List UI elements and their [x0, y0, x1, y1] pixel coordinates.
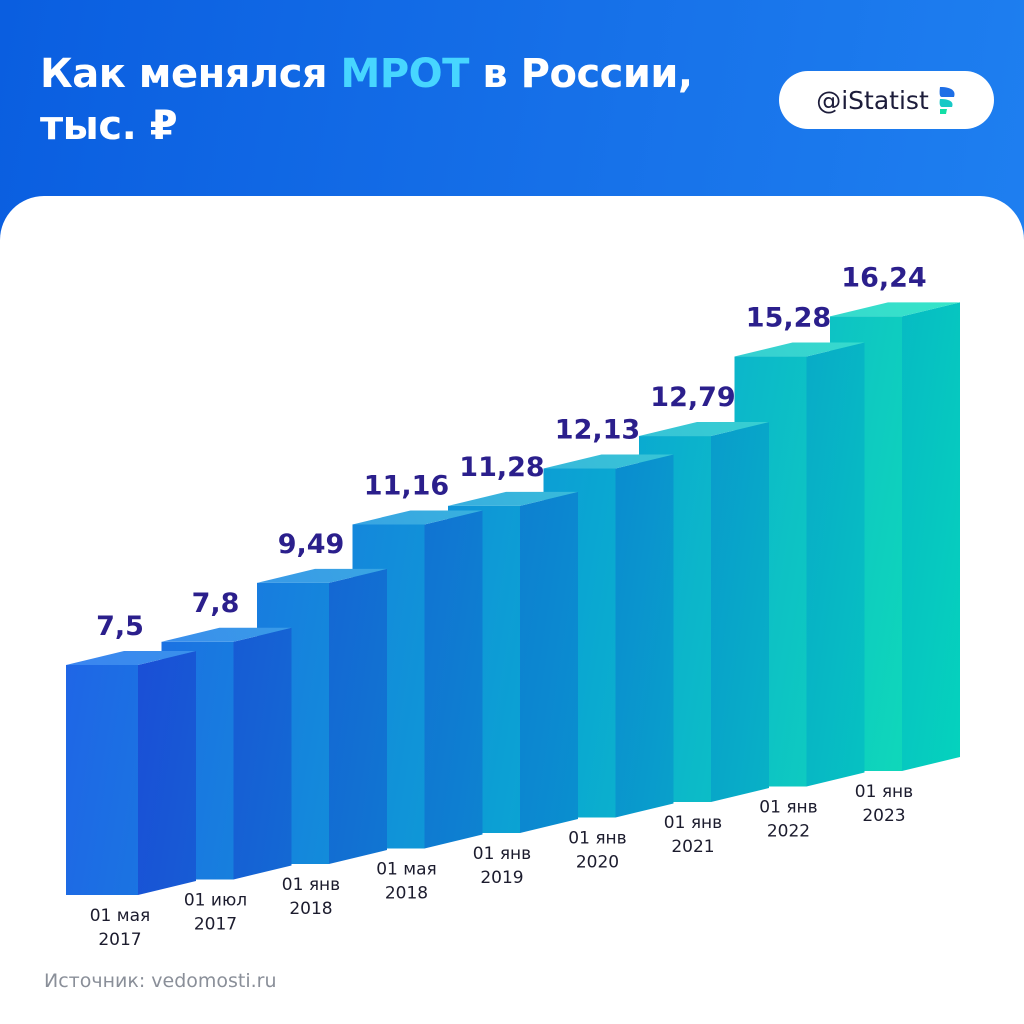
category-label: 01 мая [90, 906, 151, 926]
category-year: 2018 [385, 884, 428, 904]
category-year: 2018 [289, 899, 332, 919]
category-label: 01 янв [473, 844, 531, 864]
category-label: 01 янв [568, 829, 626, 849]
bar-top [161, 627, 292, 642]
bar-side [233, 627, 292, 880]
category-label: 01 июл [184, 891, 247, 911]
value-label: 16,24 [841, 262, 926, 293]
value-label: 12,13 [555, 415, 640, 446]
bar-top [448, 491, 578, 506]
bar-side [615, 454, 674, 818]
category-label: 01 янв [664, 813, 722, 833]
category-year: 2021 [671, 837, 714, 857]
bar-1 [66, 651, 196, 895]
category-year: 2020 [576, 853, 619, 873]
bar-side [806, 342, 865, 787]
bar-side [520, 491, 578, 833]
title-part2: в России, [482, 51, 693, 97]
value-label: 7,8 [192, 588, 240, 619]
chart-title: Как менялся МРОТ в России, тыс. ₽ [40, 48, 693, 152]
value-label: 11,16 [364, 470, 449, 501]
title-accent: МРОТ [340, 51, 470, 97]
bar-top [734, 342, 865, 357]
category-year: 2022 [767, 822, 810, 842]
brand-leaf-icon [939, 87, 955, 114]
category-label: 01 янв [759, 798, 817, 818]
bar-top [543, 454, 674, 469]
bar-top [66, 651, 196, 665]
value-label: 9,49 [278, 529, 345, 560]
bar-top [352, 510, 483, 525]
category-label: 01 янв [855, 782, 913, 802]
value-label: 15,28 [746, 303, 831, 334]
category-year: 2023 [862, 806, 905, 826]
bar-side [902, 302, 960, 771]
bar-front [66, 665, 138, 895]
source-note: Источник: vedomosti.ru [44, 970, 277, 992]
value-label: 11,28 [459, 452, 544, 483]
bar-side [138, 651, 196, 895]
bar-top [257, 568, 387, 583]
category-label: 01 янв [282, 875, 340, 895]
value-label: 12,79 [650, 382, 735, 413]
category-year: 2017 [98, 930, 141, 950]
bar-top [639, 422, 769, 437]
bar-top [830, 302, 960, 317]
title-part1: Как менялся [40, 51, 328, 97]
brand-badge[interactable]: @iStatist [779, 71, 994, 129]
category-year: 2019 [480, 868, 523, 888]
value-label: 7,5 [96, 611, 144, 642]
category-year: 2017 [194, 915, 237, 935]
title-line2: тыс. ₽ [40, 103, 178, 149]
bar-side [329, 568, 387, 864]
category-label: 01 мая [376, 860, 437, 880]
bar-9 [830, 302, 960, 771]
bar-side [711, 422, 769, 802]
bar-side [424, 510, 483, 849]
brand-name: @iStatist [816, 85, 929, 115]
